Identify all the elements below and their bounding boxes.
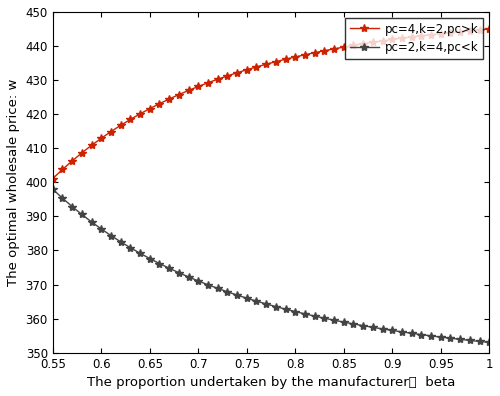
pc=4,k=2,pc>k xyxy=(147,106,153,111)
pc=4,k=2,pc>k xyxy=(244,67,250,72)
pc=4,k=2,pc>k xyxy=(350,43,356,48)
pc=4,k=2,pc>k xyxy=(341,45,347,50)
pc=2,k=4,pc<k xyxy=(370,325,376,330)
pc=4,k=2,pc>k xyxy=(331,46,337,51)
pc=2,k=4,pc<k xyxy=(476,339,482,344)
pc=4,k=2,pc>k xyxy=(418,33,424,38)
pc=2,k=4,pc<k xyxy=(147,256,153,261)
pc=2,k=4,pc<k xyxy=(467,338,473,343)
pc=4,k=2,pc>k xyxy=(118,123,124,128)
pc=4,k=2,pc>k xyxy=(254,65,260,69)
Y-axis label: The optimal wholesale price: w: The optimal wholesale price: w xyxy=(7,78,20,286)
pc=4,k=2,pc>k xyxy=(60,167,66,172)
pc=2,k=4,pc<k xyxy=(438,335,444,339)
pc=4,k=2,pc>k xyxy=(292,55,298,59)
pc=4,k=2,pc>k xyxy=(457,29,463,34)
pc=4,k=2,pc>k xyxy=(476,27,482,32)
pc=2,k=4,pc<k xyxy=(312,314,318,318)
pc=4,k=2,pc>k xyxy=(196,84,202,89)
pc=4,k=2,pc>k xyxy=(408,34,414,39)
pc=4,k=2,pc>k xyxy=(234,70,240,75)
pc=4,k=2,pc>k xyxy=(176,92,182,97)
pc=4,k=2,pc>k xyxy=(205,80,211,85)
pc=2,k=4,pc<k xyxy=(214,286,220,291)
pc=2,k=4,pc<k xyxy=(176,270,182,275)
pc=4,k=2,pc>k xyxy=(399,36,405,40)
pc=4,k=2,pc>k xyxy=(380,38,386,43)
pc=4,k=2,pc>k xyxy=(282,57,288,62)
pc=2,k=4,pc<k xyxy=(273,304,279,309)
pc=4,k=2,pc>k xyxy=(428,32,434,37)
pc=2,k=4,pc<k xyxy=(156,261,162,266)
pc=4,k=2,pc>k xyxy=(302,52,308,57)
pc=2,k=4,pc<k xyxy=(380,327,386,331)
pc=4,k=2,pc>k xyxy=(486,27,492,31)
X-axis label: The proportion undertaken by the manufacturer：  beta: The proportion undertaken by the manufac… xyxy=(87,376,455,389)
pc=2,k=4,pc<k xyxy=(50,187,56,192)
pc=2,k=4,pc<k xyxy=(302,312,308,316)
pc=2,k=4,pc<k xyxy=(79,212,85,217)
pc=4,k=2,pc>k xyxy=(224,74,230,78)
pc=4,k=2,pc>k xyxy=(360,42,366,46)
pc=2,k=4,pc<k xyxy=(224,289,230,294)
pc=2,k=4,pc<k xyxy=(196,278,202,283)
pc=2,k=4,pc<k xyxy=(186,274,192,279)
pc=4,k=2,pc>k xyxy=(88,143,94,148)
pc=2,k=4,pc<k xyxy=(418,332,424,337)
Legend: pc=4,k=2,pc>k, pc=2,k=4,pc<k: pc=4,k=2,pc>k, pc=2,k=4,pc<k xyxy=(345,18,484,59)
pc=4,k=2,pc>k xyxy=(467,28,473,33)
pc=2,k=4,pc<k xyxy=(60,196,66,200)
pc=4,k=2,pc>k xyxy=(186,88,192,93)
pc=2,k=4,pc<k xyxy=(69,204,75,209)
pc=4,k=2,pc>k xyxy=(128,117,134,122)
pc=2,k=4,pc<k xyxy=(128,245,134,250)
pc=2,k=4,pc<k xyxy=(282,307,288,312)
pc=2,k=4,pc<k xyxy=(390,328,396,333)
pc=2,k=4,pc<k xyxy=(428,333,434,338)
pc=2,k=4,pc<k xyxy=(88,219,94,224)
pc=4,k=2,pc>k xyxy=(166,97,172,101)
pc=4,k=2,pc>k xyxy=(370,40,376,45)
pc=4,k=2,pc>k xyxy=(214,77,220,82)
pc=4,k=2,pc>k xyxy=(448,30,454,35)
pc=2,k=4,pc<k xyxy=(350,322,356,326)
pc=2,k=4,pc<k xyxy=(331,318,337,323)
pc=4,k=2,pc>k xyxy=(312,50,318,55)
pc=2,k=4,pc<k xyxy=(254,299,260,303)
pc=4,k=2,pc>k xyxy=(79,150,85,155)
pc=4,k=2,pc>k xyxy=(263,62,269,67)
pc=2,k=4,pc<k xyxy=(263,302,269,307)
pc=2,k=4,pc<k xyxy=(457,337,463,342)
pc=2,k=4,pc<k xyxy=(360,323,366,328)
pc=2,k=4,pc<k xyxy=(292,309,298,314)
pc=4,k=2,pc>k xyxy=(137,112,143,116)
pc=4,k=2,pc>k xyxy=(108,129,114,134)
pc=2,k=4,pc<k xyxy=(448,336,454,341)
pc=4,k=2,pc>k xyxy=(69,158,75,163)
pc=2,k=4,pc<k xyxy=(399,329,405,334)
pc=2,k=4,pc<k xyxy=(137,251,143,256)
pc=4,k=2,pc>k xyxy=(322,48,328,53)
pc=4,k=2,pc>k xyxy=(390,37,396,42)
Line: pc=4,k=2,pc>k: pc=4,k=2,pc>k xyxy=(48,25,494,183)
pc=2,k=4,pc<k xyxy=(234,293,240,297)
pc=2,k=4,pc<k xyxy=(118,240,124,244)
pc=2,k=4,pc<k xyxy=(341,320,347,324)
pc=4,k=2,pc>k xyxy=(50,176,56,181)
pc=2,k=4,pc<k xyxy=(322,316,328,321)
pc=4,k=2,pc>k xyxy=(273,59,279,64)
pc=4,k=2,pc>k xyxy=(156,101,162,106)
Line: pc=2,k=4,pc<k: pc=2,k=4,pc<k xyxy=(48,185,494,346)
pc=2,k=4,pc<k xyxy=(108,233,114,238)
pc=4,k=2,pc>k xyxy=(98,136,104,141)
pc=2,k=4,pc<k xyxy=(166,266,172,270)
pc=2,k=4,pc<k xyxy=(244,296,250,301)
pc=2,k=4,pc<k xyxy=(408,331,414,336)
pc=2,k=4,pc<k xyxy=(98,227,104,231)
pc=2,k=4,pc<k xyxy=(205,282,211,287)
pc=4,k=2,pc>k xyxy=(438,31,444,36)
pc=2,k=4,pc<k xyxy=(486,340,492,345)
